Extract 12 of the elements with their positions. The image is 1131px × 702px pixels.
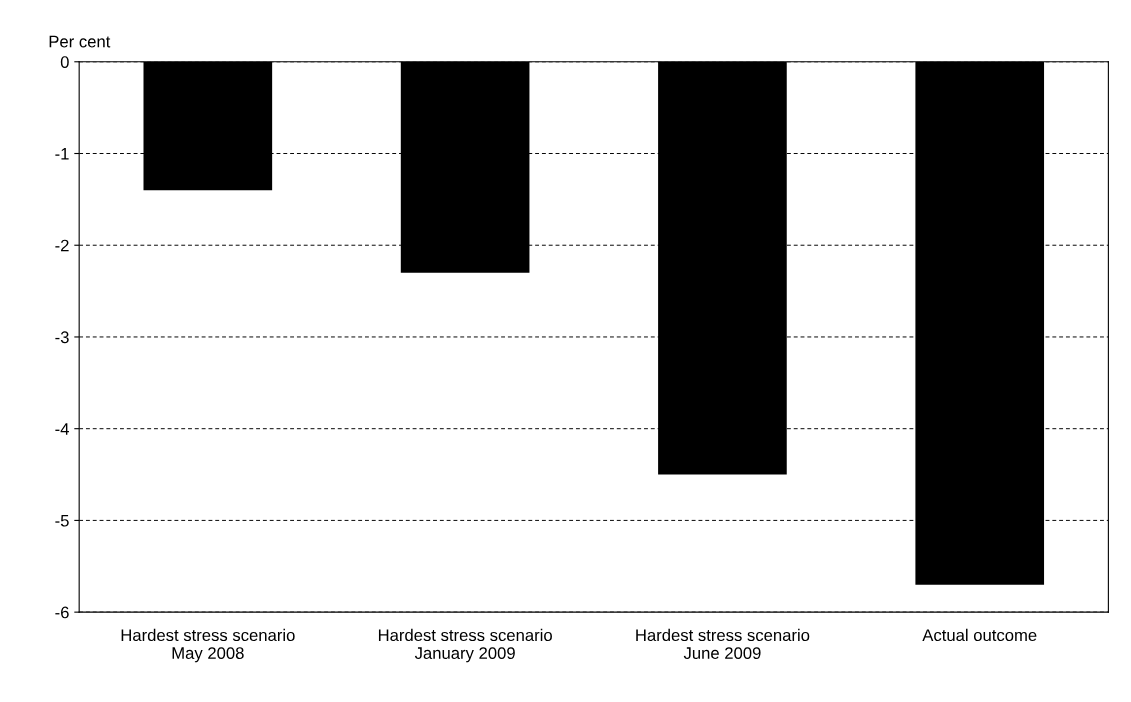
x-tick-label: Hardest stress scenario May 2008 <box>121 628 295 663</box>
y-tick-label: -3 <box>55 331 69 344</box>
x-tick-label: Hardest stress scenario June 2009 <box>636 628 810 659</box>
y-tick-label: -1 <box>55 148 69 160</box>
y-tick-label: -2 <box>55 239 69 252</box>
x-tick-label: Actual outcome <box>922 628 1037 642</box>
y-tick-label: -6 <box>55 606 69 619</box>
x-tick-label: Hardest stress scenario January 2009 <box>378 628 552 663</box>
y-tick-label: 0 <box>60 56 69 68</box>
y-tick-label: -5 <box>55 514 69 527</box>
y-tick-label: -4 <box>55 423 69 435</box>
y-axis-title: Per cent <box>49 35 111 48</box>
